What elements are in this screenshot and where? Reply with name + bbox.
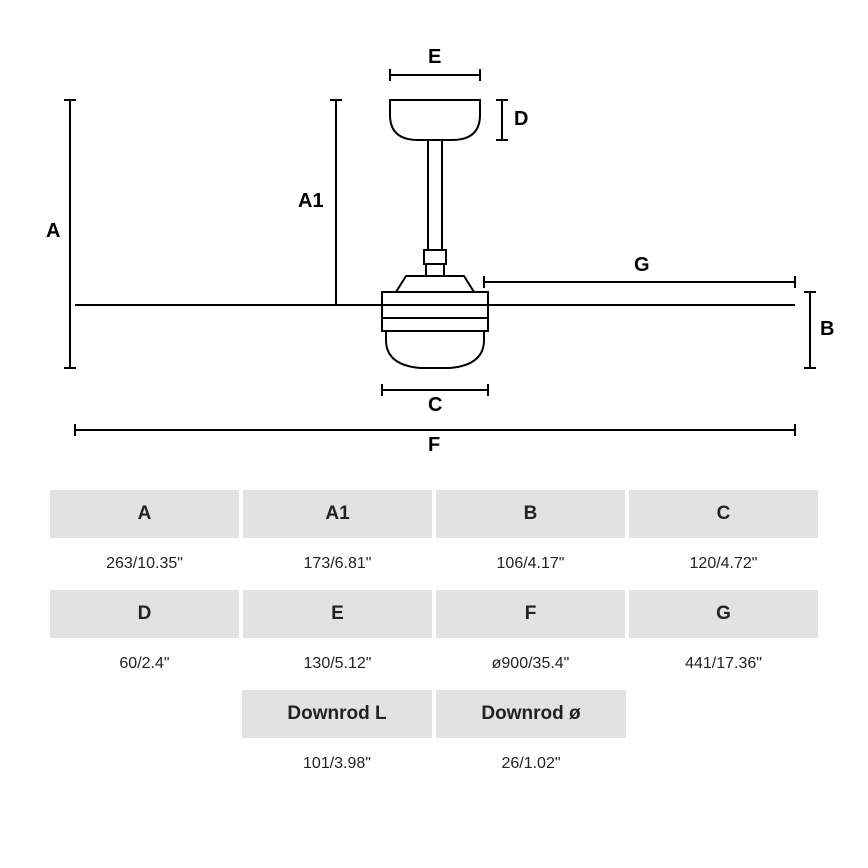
value-a1: 173/6.81" xyxy=(243,542,432,586)
value-d: 60/2.4" xyxy=(50,642,239,686)
table-row: A A1 B C xyxy=(50,490,818,538)
header-c: C xyxy=(629,490,818,538)
table-row: D E F G xyxy=(50,590,818,638)
label-c: C xyxy=(428,394,442,417)
value-downrod-d: 26/1.02" xyxy=(436,742,626,786)
fan-dimension-diagram: A A1 E D G B C F xyxy=(50,40,818,460)
table-row: 101/3.98" 26/1.02" xyxy=(242,742,626,786)
value-g: 441/17.36" xyxy=(629,642,818,686)
value-a: 263/10.35" xyxy=(50,542,239,586)
header-downrod-d: Downrod ø xyxy=(436,690,626,738)
table-row: Downrod L Downrod ø xyxy=(242,690,626,738)
header-a1: A1 xyxy=(243,490,432,538)
label-g: G xyxy=(634,254,650,277)
header-a: A xyxy=(50,490,239,538)
header-d: D xyxy=(50,590,239,638)
value-e: 130/5.12" xyxy=(243,642,432,686)
table-row: 263/10.35" 173/6.81" 106/4.17" 120/4.72" xyxy=(50,542,818,586)
table-row: 60/2.4" 130/5.12" ø900/35.4" 441/17.36" xyxy=(50,642,818,686)
label-e: E xyxy=(428,46,441,69)
header-f: F xyxy=(436,590,625,638)
label-a: A xyxy=(46,220,60,243)
dimensions-table: A A1 B C 263/10.35" 173/6.81" 106/4.17" … xyxy=(50,490,818,786)
header-downrod-l: Downrod L xyxy=(242,690,432,738)
value-b: 106/4.17" xyxy=(436,542,625,586)
header-e: E xyxy=(243,590,432,638)
value-downrod-l: 101/3.98" xyxy=(242,742,432,786)
value-c: 120/4.72" xyxy=(629,542,818,586)
label-b: B xyxy=(820,318,834,341)
label-f: F xyxy=(428,434,440,457)
label-a1: A1 xyxy=(298,190,324,213)
header-g: G xyxy=(629,590,818,638)
value-f: ø900/35.4" xyxy=(436,642,625,686)
label-d: D xyxy=(514,108,528,131)
header-b: B xyxy=(436,490,625,538)
